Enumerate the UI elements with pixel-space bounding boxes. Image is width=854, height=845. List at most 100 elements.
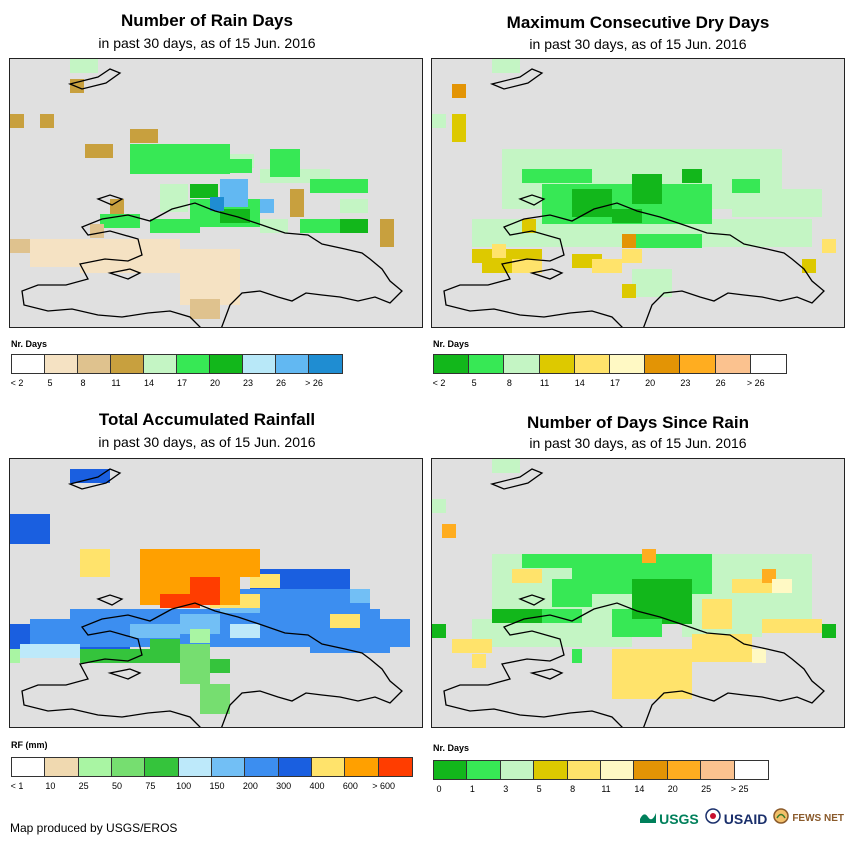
grid-cell	[310, 639, 390, 653]
legend-swatch	[111, 758, 146, 776]
legend-swatch	[378, 758, 412, 776]
map-total-rainfall[interactable]	[9, 458, 423, 728]
grid-cell	[492, 59, 520, 73]
usaid-logo[interactable]: USAID	[705, 808, 767, 829]
grid-cell	[240, 589, 370, 609]
legend-swatch	[750, 355, 786, 373]
legend-label: 23	[680, 378, 691, 388]
legend-label: 0	[436, 784, 442, 794]
grid-cell	[90, 224, 104, 238]
legend-swatch	[645, 355, 681, 373]
grid-cell	[190, 184, 218, 198]
legend-swatch	[45, 355, 78, 373]
legend-labels: < 1 10 25 50 75 100 150 200 300 400 600 > 600	[11, 781, 411, 793]
legend-title: RF (mm)	[11, 740, 48, 750]
legend-swatch	[600, 761, 635, 779]
grid-cell	[432, 499, 446, 513]
grid-cell	[512, 259, 542, 273]
legend-swatch	[504, 355, 540, 373]
grid-cell	[190, 559, 230, 573]
grid-cell	[702, 599, 732, 629]
grid-cell	[250, 574, 280, 588]
map-days-since-rain[interactable]	[431, 458, 845, 728]
island-outline	[529, 668, 564, 680]
fewsnet-logo[interactable]: FEWS NET	[773, 808, 844, 829]
legend-swatch	[734, 761, 768, 779]
legend-label: 600	[342, 781, 358, 791]
legend-bar	[11, 757, 413, 777]
grid-cell	[10, 514, 50, 544]
map-canvas[interactable]	[432, 459, 844, 727]
grid-cell	[300, 219, 340, 233]
grid-cell	[512, 569, 542, 583]
legend-label: 11	[111, 378, 121, 388]
legend-swatch	[467, 761, 501, 779]
grid-cell	[70, 59, 98, 73]
legend-label: 8	[80, 378, 86, 388]
map-canvas[interactable]	[432, 59, 844, 327]
legend-swatch	[469, 355, 505, 373]
grid-cell	[10, 649, 20, 663]
legend-swatch	[311, 758, 346, 776]
grid-cell	[340, 179, 368, 193]
grid-cell	[432, 624, 446, 638]
legend-label: 25	[78, 781, 89, 791]
legend-bar	[433, 354, 787, 374]
panel-subtitle: in past 30 days, as of 15 Jun. 2016	[529, 36, 747, 52]
legend-swatch	[345, 758, 379, 776]
legend-label: 23	[242, 378, 254, 388]
grid-cell	[10, 114, 24, 128]
legend-label: 200	[242, 781, 258, 791]
map-canvas[interactable]	[10, 59, 422, 327]
legend-label: 11	[539, 378, 550, 388]
grid-cell	[572, 649, 582, 663]
grid-cell	[472, 619, 632, 647]
legend-label: 300	[276, 781, 292, 791]
fewsnet-logo-text: FEWS NET	[792, 813, 844, 824]
legend-swatch	[539, 355, 575, 373]
panel-title: Number of Rain Days	[121, 11, 293, 30]
grid-cell	[732, 189, 822, 217]
legend-swatch	[309, 355, 342, 373]
legend-label: 5	[47, 378, 53, 388]
legend-swatch	[574, 355, 610, 373]
island-outline	[107, 668, 142, 680]
legend-label: 8	[570, 784, 576, 794]
legend-label: 26	[715, 378, 726, 388]
legend-label: 5	[471, 378, 477, 388]
panel-title: Maximum Consecutive Dry Days	[506, 13, 770, 32]
legend-swatch	[144, 355, 177, 373]
island-outline	[489, 468, 544, 490]
grid-cell	[210, 197, 224, 211]
usgs-logo[interactable]: USGS	[640, 809, 699, 828]
grid-cell	[682, 169, 702, 183]
usaid-seal-icon	[705, 808, 721, 829]
grid-cell	[632, 234, 702, 248]
legend-swatch	[245, 758, 279, 776]
island-outline	[96, 594, 124, 606]
legend-swatch	[12, 758, 46, 776]
legend-swatch	[434, 761, 468, 779]
grid-cell	[260, 219, 288, 233]
grid-cell	[130, 129, 158, 143]
legend-label: 3	[503, 784, 509, 794]
grid-cell	[20, 644, 80, 658]
legend-swatch	[634, 761, 668, 779]
map-rain-days[interactable]	[9, 58, 423, 328]
island-outline	[96, 194, 124, 206]
panel-title: Number of Days Since Rain	[526, 413, 749, 432]
grid-cell	[522, 554, 572, 568]
legend-label: 5	[536, 784, 542, 794]
island-outline	[518, 594, 546, 606]
map-canvas[interactable]	[10, 459, 422, 727]
legend-label: 8	[506, 378, 512, 388]
grid-cell	[260, 199, 274, 213]
legend-title: Nr. Days	[11, 339, 48, 349]
island-outline	[67, 68, 122, 90]
map-max-dry-days[interactable]	[431, 58, 845, 328]
grid-cell	[180, 644, 210, 684]
grid-cell	[70, 469, 110, 483]
grid-cell	[190, 299, 220, 319]
grid-cell	[40, 114, 54, 128]
grid-cell	[130, 624, 180, 638]
